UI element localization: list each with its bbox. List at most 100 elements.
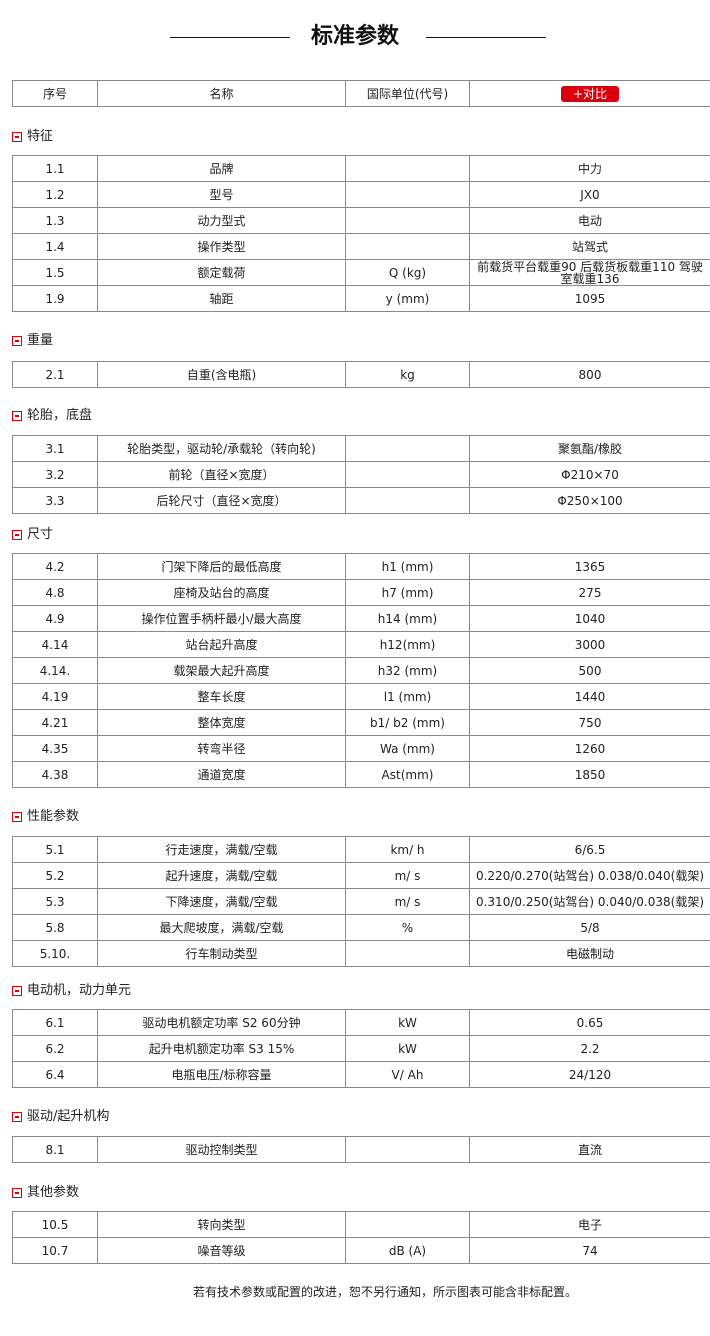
row-index: 5.1 <box>12 836 98 863</box>
row-name: 最大爬坡度，满载/空载 <box>97 914 346 941</box>
section-header[interactable]: 尺寸 <box>12 526 53 544</box>
row-name: 品牌 <box>97 155 346 182</box>
row-value: 前载货平台载重90 后载货板载重110 驾驶室载重136 <box>469 259 710 286</box>
header-table: 序号 名称 国际单位(代号) +对比 <box>12 80 710 107</box>
row-index: 4.19 <box>12 683 98 710</box>
table-row: 3.1 轮胎类型，驱动轮/承载轮（转向轮) 聚氨酯/橡胶 <box>12 435 710 462</box>
table-row: 5.1 行走速度，满载/空载 km/ h 6/6.5 <box>12 836 710 863</box>
row-value: Φ250×100 <box>469 487 710 514</box>
row-value: 0.310/0.250(站驾台) 0.040/0.038(载架) <box>469 888 710 915</box>
spec-table: 2.1 自重(含电瓶) kg 800 <box>12 361 710 388</box>
spec-table: 3.1 轮胎类型，驱动轮/承载轮（转向轮) 聚氨酯/橡胶 3.2 前轮（直径×宽度） Φ2… <box>12 435 710 514</box>
collapse-minus-icon[interactable] <box>12 411 22 421</box>
row-unit: m/ s <box>345 862 470 889</box>
row-unit <box>345 1211 470 1238</box>
table-row: 5.2 起升速度，满载/空载 m/ s 0.220/0.270(站驾台) 0.038/… <box>12 862 710 889</box>
table-row: 4.35 转弯半径 Wa (mm) 1260 <box>12 735 710 762</box>
section-title: 性能参数 <box>27 809 80 824</box>
row-name: 额定载荷 <box>97 259 346 286</box>
collapse-minus-icon[interactable] <box>12 1188 22 1198</box>
row-value: 6/6.5 <box>469 836 710 863</box>
row-name: 下降速度，满载/空载 <box>97 888 346 915</box>
table-row: 4.19 整车长度 l1 (mm) 1440 <box>12 683 710 710</box>
section-header[interactable]: 重量 <box>12 332 53 350</box>
table-row: 4.14. 载架最大起升高度 h32 (mm) 500 <box>12 657 710 684</box>
section-header[interactable]: 特征 <box>12 128 53 146</box>
collapse-minus-icon[interactable] <box>12 336 22 346</box>
row-value: 0.65 <box>469 1009 710 1036</box>
row-name: 转向类型 <box>97 1211 346 1238</box>
section-header[interactable]: 其他参数 <box>12 1184 79 1202</box>
section-title: 尺寸 <box>27 527 54 542</box>
row-unit: h7 (mm) <box>345 579 470 606</box>
section-header[interactable]: 性能参数 <box>12 808 79 826</box>
section-header[interactable]: 驱动/起升机构 <box>12 1108 109 1126</box>
page-title: 标准参数 <box>310 24 399 49</box>
row-value: 5/8 <box>469 914 710 941</box>
section-title: 电动机，动力单元 <box>27 983 132 998</box>
header-index: 序号 <box>12 80 98 107</box>
row-value: 750 <box>469 709 710 736</box>
row-index: 1.1 <box>12 155 98 182</box>
section-title: 驱动/起升机构 <box>27 1109 110 1124</box>
row-value: 800 <box>469 361 710 388</box>
row-index: 4.21 <box>12 709 98 736</box>
row-name: 载架最大起升高度 <box>97 657 346 684</box>
row-index: 4.9 <box>12 605 98 632</box>
header-compare-cell: +对比 <box>469 80 710 107</box>
row-name: 轮胎类型，驱动轮/承载轮（转向轮) <box>97 435 346 462</box>
row-unit: h1 (mm) <box>345 553 470 580</box>
row-unit <box>345 1136 470 1163</box>
row-unit <box>345 155 470 182</box>
row-index: 3.1 <box>12 435 98 462</box>
collapse-minus-icon[interactable] <box>12 1112 22 1122</box>
row-index: 4.14 <box>12 631 98 658</box>
row-name: 行走速度，满载/空载 <box>97 836 346 863</box>
row-name: 整体宽度 <box>97 709 346 736</box>
row-value: 1260 <box>469 735 710 762</box>
table-row: 10.5 转向类型 电子 <box>12 1211 710 1238</box>
row-unit: h14 (mm) <box>345 605 470 632</box>
spec-table: 10.5 转向类型 电子 10.7 噪音等级 dB (A) 74 <box>12 1211 710 1264</box>
row-index: 6.4 <box>12 1061 98 1088</box>
table-row: 4.2 门架下降后的最低高度 h1 (mm) 1365 <box>12 553 710 580</box>
row-name: 转弯半径 <box>97 735 346 762</box>
collapse-minus-icon[interactable] <box>12 986 22 996</box>
row-unit: b1/ b2 (mm) <box>345 709 470 736</box>
collapse-minus-icon[interactable] <box>12 812 22 822</box>
spec-table: 1.1 品牌 中力 1.2 型号 JX0 1.3 动力型式 电动 1.4 操作类型 站驾式 1.5 额定载… <box>12 155 710 312</box>
row-index: 5.2 <box>12 862 98 889</box>
section-header[interactable]: 轮胎，底盘 <box>12 407 92 425</box>
section-title: 其他参数 <box>27 1185 80 1200</box>
row-index: 10.5 <box>12 1211 98 1238</box>
table-row: 3.3 后轮尺寸（直径×宽度） Φ250×100 <box>12 487 710 514</box>
row-unit: kW <box>345 1035 470 1062</box>
table-row: 5.3 下降速度，满载/空载 m/ s 0.310/0.250(站驾台) 0.040/… <box>12 888 710 915</box>
row-index: 4.38 <box>12 761 98 788</box>
row-value: 电磁制动 <box>469 940 710 967</box>
row-value: 0.220/0.270(站驾台) 0.038/0.040(载架) <box>469 862 710 889</box>
row-name: 起升电机额定功率 S3 15% <box>97 1035 346 1062</box>
compare-button[interactable]: +对比 <box>560 85 620 102</box>
collapse-minus-icon[interactable] <box>12 530 22 540</box>
table-row: 1.9 轴距 y (mm) 1095 <box>12 285 710 312</box>
row-unit <box>345 181 470 208</box>
row-index: 8.1 <box>12 1136 98 1163</box>
row-name: 型号 <box>97 181 346 208</box>
row-name: 后轮尺寸（直径×宽度） <box>97 487 346 514</box>
collapse-minus-icon[interactable] <box>12 132 22 142</box>
row-unit: kg <box>345 361 470 388</box>
row-index: 1.9 <box>12 285 98 312</box>
row-unit: V/ Ah <box>345 1061 470 1088</box>
table-row: 1.1 品牌 中力 <box>12 155 710 182</box>
row-value: 2.2 <box>469 1035 710 1062</box>
spec-table: 6.1 驱动电机额定功率 S2 60分钟 kW 0.65 6.2 起升电机额定功率 S3 … <box>12 1009 710 1088</box>
section-header[interactable]: 电动机，动力单元 <box>12 982 131 1000</box>
table-row: 1.4 操作类型 站驾式 <box>12 233 710 260</box>
table-row: 2.1 自重(含电瓶) kg 800 <box>12 361 710 388</box>
row-index: 4.8 <box>12 579 98 606</box>
row-value: Φ210×70 <box>469 461 710 488</box>
row-unit: Q (kg) <box>345 259 470 286</box>
table-row: 4.38 通道宽度 Ast(mm) 1850 <box>12 761 710 788</box>
